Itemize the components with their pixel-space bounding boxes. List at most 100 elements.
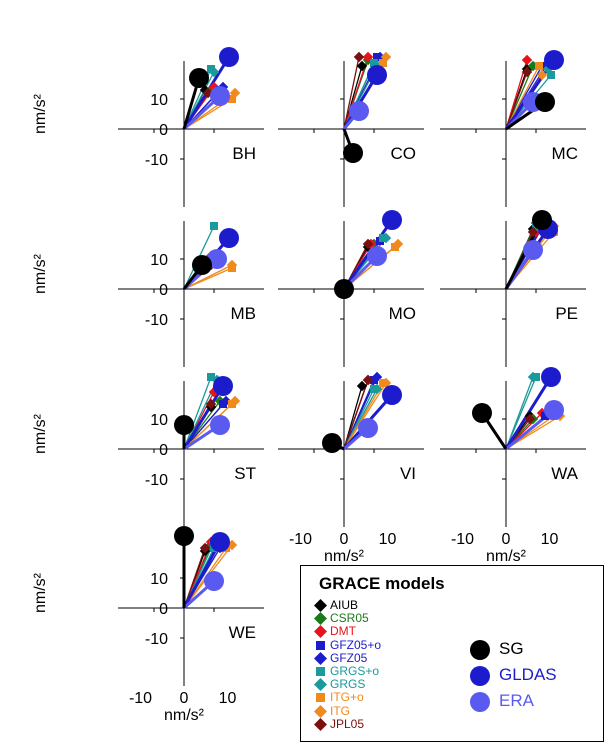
model-marker-grgs (527, 371, 539, 383)
legend-marker-icon (314, 704, 327, 718)
sg-marker (174, 526, 194, 546)
gldas-vector (182, 541, 222, 609)
legend-marker-icon (316, 667, 325, 676)
model-marker-itg (380, 51, 392, 63)
model-marker-grgs+o (210, 222, 218, 230)
model-marker-grgs+o (370, 59, 378, 67)
x-tick-label: -10 (289, 531, 312, 548)
model-vector (343, 379, 369, 450)
tick-labels: 10 0 -10 nm/s² 10 0 -10 nm/s² 10 0 -10 nm/s² 10 0 -10 n… (32, 92, 559, 724)
model-vector (343, 56, 360, 130)
model-marker-jpl05 (199, 542, 211, 554)
station-co: CO (342, 51, 417, 163)
x-tick-label: 0 (340, 531, 349, 548)
gldas-marker (367, 65, 387, 85)
era-marker (358, 418, 378, 438)
sg-marker (192, 255, 212, 275)
station-label: MB (231, 304, 257, 323)
station-label: PE (555, 304, 578, 323)
gldas-marker (210, 532, 230, 552)
model-marker-jpl05 (362, 238, 374, 250)
x-tick-label: 10 (541, 531, 559, 548)
legend-label: GRGS+o (330, 664, 380, 678)
model-marker-itg (536, 69, 548, 81)
station-pe: PE (504, 210, 578, 323)
model-vector (183, 547, 206, 609)
x-axis-label: nm/s² (324, 548, 365, 565)
model-marker-csr05 (205, 84, 217, 96)
station-label: MO (389, 304, 416, 323)
gldas-marker (541, 367, 561, 387)
model-marker-itg+o (535, 62, 543, 70)
model-marker-itg+o (391, 243, 399, 251)
era-marker (204, 571, 224, 591)
model-marker-gfz05+o (219, 400, 227, 408)
model-marker-itg (392, 238, 404, 250)
legend-circle-icon (470, 692, 490, 712)
legend-label: GLDAS (499, 665, 557, 684)
legend-label: GFZ05+o (330, 637, 382, 652)
station-vi: VI (322, 371, 416, 483)
station-mc: MC (504, 50, 578, 163)
x-tick-label: 0 (502, 531, 511, 548)
station-label: BH (232, 144, 256, 163)
gldas-vector (182, 385, 225, 450)
model-marker-jpl05 (527, 226, 539, 238)
sg-marker (334, 279, 354, 299)
gldas-marker (219, 47, 239, 67)
model-vector (505, 71, 528, 130)
station-label: CO (391, 144, 417, 163)
legend-label: CSR05 (330, 611, 369, 626)
sg-marker (174, 415, 194, 435)
station-label: ST (234, 464, 256, 483)
x-tick-label: 0 (180, 690, 189, 707)
legend-marker-icon (314, 678, 327, 692)
legend-label: AIUB (330, 598, 359, 612)
model-marker-grgs (380, 232, 392, 244)
y-tick-label: 10 (150, 412, 168, 429)
model-marker-grgs (208, 66, 220, 78)
model-marker-jpl05 (353, 51, 365, 63)
legend-marker-icon (316, 693, 325, 703)
y-tick-label: -10 (145, 472, 168, 489)
x-axis-label: nm/s² (164, 707, 205, 724)
model-marker-jpl05 (362, 374, 374, 386)
legend-label: JPL05 (330, 716, 365, 731)
legend-marker-icon (314, 599, 327, 612)
y-axis-label: nm/s² (32, 93, 49, 134)
y-axis-label: nm/s² (32, 572, 49, 613)
model-marker-jpl05 (521, 66, 533, 78)
sg-marker (322, 433, 342, 453)
y-tick-label: 10 (150, 92, 168, 109)
x-tick-label: 10 (219, 690, 237, 707)
sg-marker (532, 210, 552, 230)
y-tick-label: 10 (150, 571, 168, 588)
axes-layer (118, 61, 586, 686)
station-label: VI (400, 464, 416, 483)
model-marker-grgs+o (207, 65, 215, 73)
legend-circle-icon (470, 640, 490, 660)
legend-marker-icon (314, 651, 327, 665)
y-tick-label: -10 (145, 312, 168, 329)
legend-marker-icon (314, 625, 327, 639)
x-tick-label: -10 (129, 690, 152, 707)
sg-marker (343, 143, 363, 163)
model-marker-itg+o (228, 400, 236, 408)
legend-label: ERA (499, 691, 534, 710)
station-mo: MO (334, 210, 416, 323)
model-marker-jpl05 (202, 87, 214, 99)
legend-marker-icon (316, 640, 325, 650)
model-marker-itg (229, 87, 241, 99)
era-marker (210, 415, 230, 435)
station-label: WA (551, 464, 578, 483)
model-marker-grgs+o (547, 71, 555, 79)
model-vector (183, 400, 227, 450)
era-marker (544, 400, 564, 420)
legend-marker-icon (314, 717, 327, 731)
era-marker (349, 101, 369, 121)
model-marker-gfz05+o (541, 412, 549, 420)
y-tick-label: 0 (159, 442, 168, 459)
legend-marker-icon (314, 612, 327, 626)
model-marker-dmt (208, 81, 220, 93)
